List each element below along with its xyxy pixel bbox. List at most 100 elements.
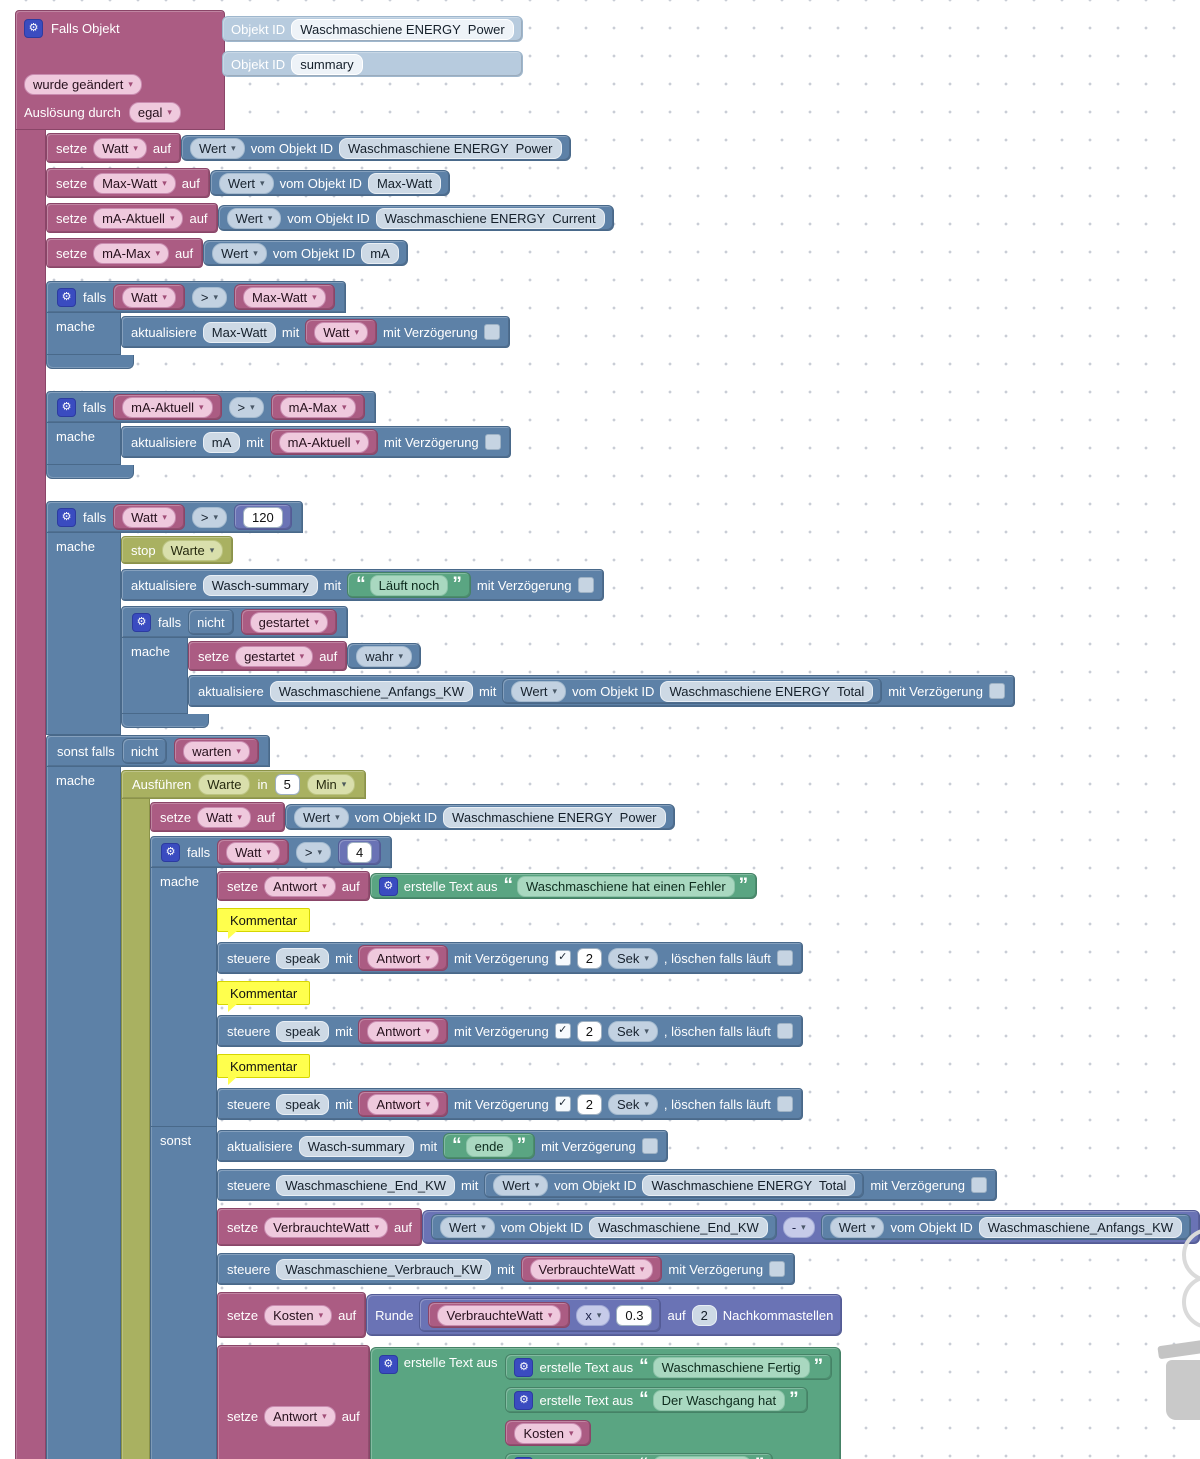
input-field[interactable]: Waschmaschiene ENERGY Total xyxy=(660,680,874,702)
steuere-block[interactable]: steuere speak mit Antwort ▾ mit Verzögerung ✓ 2… xyxy=(217,1088,803,1120)
variable-block[interactable]: VerbrauchteWatt ▾ xyxy=(520,1256,663,1282)
dropdown-field[interactable]: Wert ▾ xyxy=(218,172,274,194)
input-field[interactable]: speak xyxy=(276,1093,330,1115)
aktualisiere-block[interactable]: aktualisiere Waschmaschiene_Anfangs_KW mit… xyxy=(188,675,1015,707)
checkbox[interactable] xyxy=(776,1023,793,1039)
dropdown-field[interactable]: Wert ▾ xyxy=(226,207,282,229)
block-header[interactable]: Ausführen Warte in 5 Min ▾ xyxy=(121,770,367,799)
checkbox[interactable] xyxy=(769,1261,786,1277)
input-field[interactable]: speak xyxy=(276,947,330,969)
steuere-block[interactable]: steuere speak mit Antwort ▾ mit Verzögerung ✓ 2… xyxy=(217,942,803,974)
setze-block[interactable]: setze Kosten ▾ auf xyxy=(217,1292,367,1338)
input-field[interactable]: mA xyxy=(361,242,399,264)
string-field[interactable]: ende xyxy=(465,1135,513,1157)
math-minus-block[interactable]: Wert ▾ vom Objekt ID Waschmaschiene_End_KW -… xyxy=(422,1210,1200,1244)
dropdown-field[interactable]: Max-Watt ▾ xyxy=(243,286,326,308)
setze-block[interactable]: setze Antwort ▾ auf xyxy=(217,871,370,901)
gear-icon[interactable]: ⚙ xyxy=(514,1390,534,1410)
dropdown-field[interactable]: > ▾ xyxy=(191,286,228,308)
gear-icon[interactable]: ⚙ xyxy=(57,507,76,527)
checkbox[interactable] xyxy=(484,434,501,450)
objekt-id-shadow-block[interactable]: Objekt ID Waschmaschiene ENERGY Power xyxy=(222,16,523,42)
dropdown-field[interactable]: Sek ▾ xyxy=(607,1020,658,1042)
setze-block[interactable]: setze gestartet ▾ auf xyxy=(188,641,348,671)
variable-block[interactable]: Watt ▾ xyxy=(217,839,289,865)
string-field[interactable]: Euro gekostet xyxy=(652,1455,751,1459)
input-field[interactable]: Warte xyxy=(198,774,251,795)
setze-block[interactable]: setze mA-Aktuell ▾ auf xyxy=(46,203,218,233)
input-field[interactable]: Waschmaschiene ENERGY Power xyxy=(443,806,666,828)
dropdown-field[interactable]: Antwort ▾ xyxy=(264,1406,336,1427)
input-field[interactable]: Waschmaschiene ENERGY Power xyxy=(291,18,514,40)
input-field[interactable]: summary xyxy=(291,53,363,75)
erstelle-text-block[interactable]: ⚙ erstelle Text aus ⚙ erstelle Text aus “Was… xyxy=(369,1347,842,1459)
variable-block[interactable]: Watt ▾ xyxy=(113,284,185,310)
dropdown-field[interactable]: Watt ▾ xyxy=(226,841,280,863)
text-block[interactable]: “ende” xyxy=(443,1133,536,1159)
falls-block[interactable]: ⚙ falls mA-Aktuell ▾ > ▾ mA-Max ▾ mache aktualisi… xyxy=(46,391,511,479)
dropdown-field[interactable]: Watt ▾ xyxy=(122,286,176,308)
checkbox[interactable]: ✓ xyxy=(554,950,571,966)
string-field[interactable]: Der Waschgang hat xyxy=(652,1389,786,1411)
text-block[interactable]: “Läuft noch” xyxy=(347,572,471,598)
block-header[interactable]: sonst falls nicht warten ▾ xyxy=(46,735,270,767)
falls-sonst-block[interactable]: ⚙ falls Watt ▾ > ▾ 4 mache setze Antwort ▾ auf ⚙ erst… xyxy=(150,836,1200,1459)
setze-block[interactable]: setze VerbrauchteWatt ▾ auf xyxy=(217,1208,423,1246)
dropdown-field[interactable]: Sek ▾ xyxy=(607,947,658,969)
gear-icon[interactable]: ⚙ xyxy=(57,397,76,417)
input-field[interactable]: 5 xyxy=(274,774,300,795)
wert-vom-objekt-block[interactable]: Wert ▾ vom Objekt ID mA xyxy=(203,240,408,266)
dropdown-field[interactable]: mA-Aktuell ▾ xyxy=(122,396,213,418)
steuere-block[interactable]: steuere speak mit Antwort ▾ mit Verzögerung ✓ 2… xyxy=(217,1015,803,1047)
block-header[interactable]: ⚙ falls mA-Aktuell ▾ > ▾ mA-Max ▾ xyxy=(46,391,376,423)
objekt-id-shadow-block[interactable]: Objekt ID summary xyxy=(222,51,523,77)
wert-vom-objekt-block[interactable]: Wert ▾ vom Objekt ID Waschmaschiene ENERGY … xyxy=(284,804,675,830)
input-field[interactable]: Waschmaschiene_End_KW xyxy=(276,1174,456,1196)
dropdown-field[interactable]: > ▾ xyxy=(191,506,228,528)
dropdown-field[interactable]: Kosten ▾ xyxy=(264,1304,333,1326)
wert-vom-objekt-block[interactable]: Wert ▾ vom Objekt ID Waschmaschiene ENERGY … xyxy=(217,205,614,231)
variable-block[interactable]: Watt ▾ xyxy=(305,319,378,345)
dropdown-field[interactable]: VerbrauchteWatt ▾ xyxy=(437,1304,562,1326)
falls-sonst-falls-block[interactable]: ⚙ falls Watt ▾ > ▾ 120 mache stop Warte ▾ aktualisi… xyxy=(46,501,1200,1459)
ausfuehren-warte-block[interactable]: Ausführen Warte in 5 Min ▾ setze Watt ▾ auf Wert ▾ v… xyxy=(121,770,1200,1459)
dropdown-field[interactable]: wurde geändert ▾ xyxy=(24,73,142,95)
checkbox[interactable]: ✓ xyxy=(554,1023,571,1039)
math-multiply-block[interactable]: VerbrauchteWatt ▾ x ▾ 0.3 xyxy=(419,1298,662,1332)
dropdown-field[interactable]: > ▾ xyxy=(295,841,332,863)
comment-block[interactable]: Kommentar xyxy=(217,1054,311,1085)
dropdown-field[interactable]: mA-Max ▾ xyxy=(93,242,169,264)
checkbox[interactable] xyxy=(971,1177,987,1193)
variable-block[interactable]: gestartet ▾ xyxy=(240,609,337,635)
dropdown-field[interactable]: Sek ▾ xyxy=(607,1093,658,1115)
setze-block[interactable]: setze Watt ▾ auf xyxy=(150,802,285,832)
dropdown-field[interactable]: Wert ▾ xyxy=(493,1174,549,1196)
setze-block[interactable]: setze mA-Max ▾ auf xyxy=(46,238,204,268)
dropdown-field[interactable]: > ▾ xyxy=(228,396,264,418)
gear-icon[interactable]: ⚙ xyxy=(378,1355,398,1374)
input-field[interactable]: 4 xyxy=(347,841,373,863)
block-header[interactable]: ⚙ falls Watt ▾ > ▾ 4 xyxy=(150,836,393,868)
variable-block[interactable]: Antwort ▾ xyxy=(358,1018,449,1044)
aktualisiere-block[interactable]: aktualisiere Wasch-summary mit “ende” mit Ve… xyxy=(217,1130,668,1162)
nicht-block[interactable]: nicht xyxy=(121,738,168,764)
variable-block[interactable]: Watt ▾ xyxy=(113,504,185,530)
dropdown-field[interactable]: Antwort ▾ xyxy=(367,947,440,969)
erstelle-text-block[interactable]: ⚙ erstelle Text aus “Der Waschgang hat” xyxy=(505,1387,808,1413)
input-field[interactable]: Waschmaschiene ENERGY Current xyxy=(375,207,605,229)
dropdown-field[interactable]: Wert ▾ xyxy=(189,137,245,159)
variable-block[interactable]: warten ▾ xyxy=(174,738,259,764)
falls-block[interactable]: ⚙ falls Watt ▾ > ▾ Max-Watt ▾ mache aktualisiere M… xyxy=(46,281,510,369)
dropdown-field[interactable]: Antwort ▾ xyxy=(264,875,336,897)
input-field[interactable]: speak xyxy=(276,1020,330,1042)
variable-block[interactable]: Antwort ▾ xyxy=(358,945,449,971)
dropdown-field[interactable]: egal ▾ xyxy=(128,101,181,123)
aktualisiere-block[interactable]: aktualisiere Wasch-summary mit “Läuft noch”… xyxy=(121,569,604,601)
wert-vom-objekt-block[interactable]: Wert ▾ vom Objekt ID Waschmaschiene_End_KW xyxy=(431,1214,777,1240)
input-field[interactable]: 2 xyxy=(576,947,602,969)
dropdown-field[interactable]: mA-Aktuell ▾ xyxy=(93,207,184,229)
dropdown-field[interactable]: gestartet ▾ xyxy=(235,645,314,667)
block-header[interactable]: ⚙ falls Watt ▾ > ▾ 120 xyxy=(46,501,303,533)
comment-block[interactable]: Kommentar xyxy=(217,981,311,1012)
